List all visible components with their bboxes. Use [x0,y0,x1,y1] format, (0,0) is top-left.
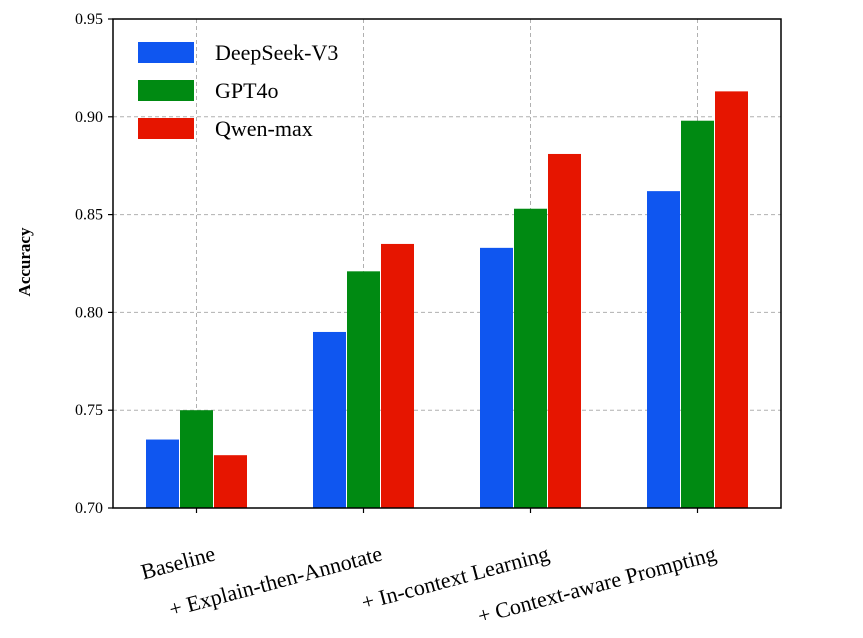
legend: DeepSeek-V3 GPT4o Qwen-max [138,40,338,141]
y-tick-label: 0.80 [75,304,103,321]
bar-qwen-max [381,243,414,508]
bar-qwen-max [548,153,581,509]
y-tick-label: 0.95 [75,11,103,28]
bar-deepseek-v3 [647,191,680,509]
plot-frame [112,18,782,509]
legend-label: DeepSeek-V3 [215,40,338,65]
y-axis-label: Accuracy [15,227,34,296]
x-axis: Baseline+ Explain-then-Annotate+ In-cont… [138,508,719,628]
bar-qwen-max [715,91,748,508]
y-axis: 0.70 0.75 0.80 0.85 0.90 0.95 [75,11,113,517]
bar-gpt4o [681,120,714,508]
bar-qwen-max [214,455,247,508]
bar-gpt4o [180,410,213,508]
bar-deepseek-v3 [146,439,179,508]
x-tick-label: Baseline [138,541,218,585]
bar-deepseek-v3 [480,247,513,509]
bar-gpt4o [514,208,547,508]
legend-swatch [138,118,194,139]
grid-lines [113,18,781,509]
bars [146,91,748,509]
bar-deepseek-v3 [313,331,346,508]
y-tick-label: 0.85 [75,207,103,224]
legend-label: GPT4o [215,78,279,103]
legend-label: Qwen-max [215,116,313,141]
bar-gpt4o [347,271,380,508]
y-tick-label: 0.70 [75,500,103,517]
legend-swatch [138,42,194,63]
y-tick-label: 0.75 [75,402,103,419]
legend-swatch [138,80,194,101]
y-tick-label: 0.90 [75,109,103,126]
